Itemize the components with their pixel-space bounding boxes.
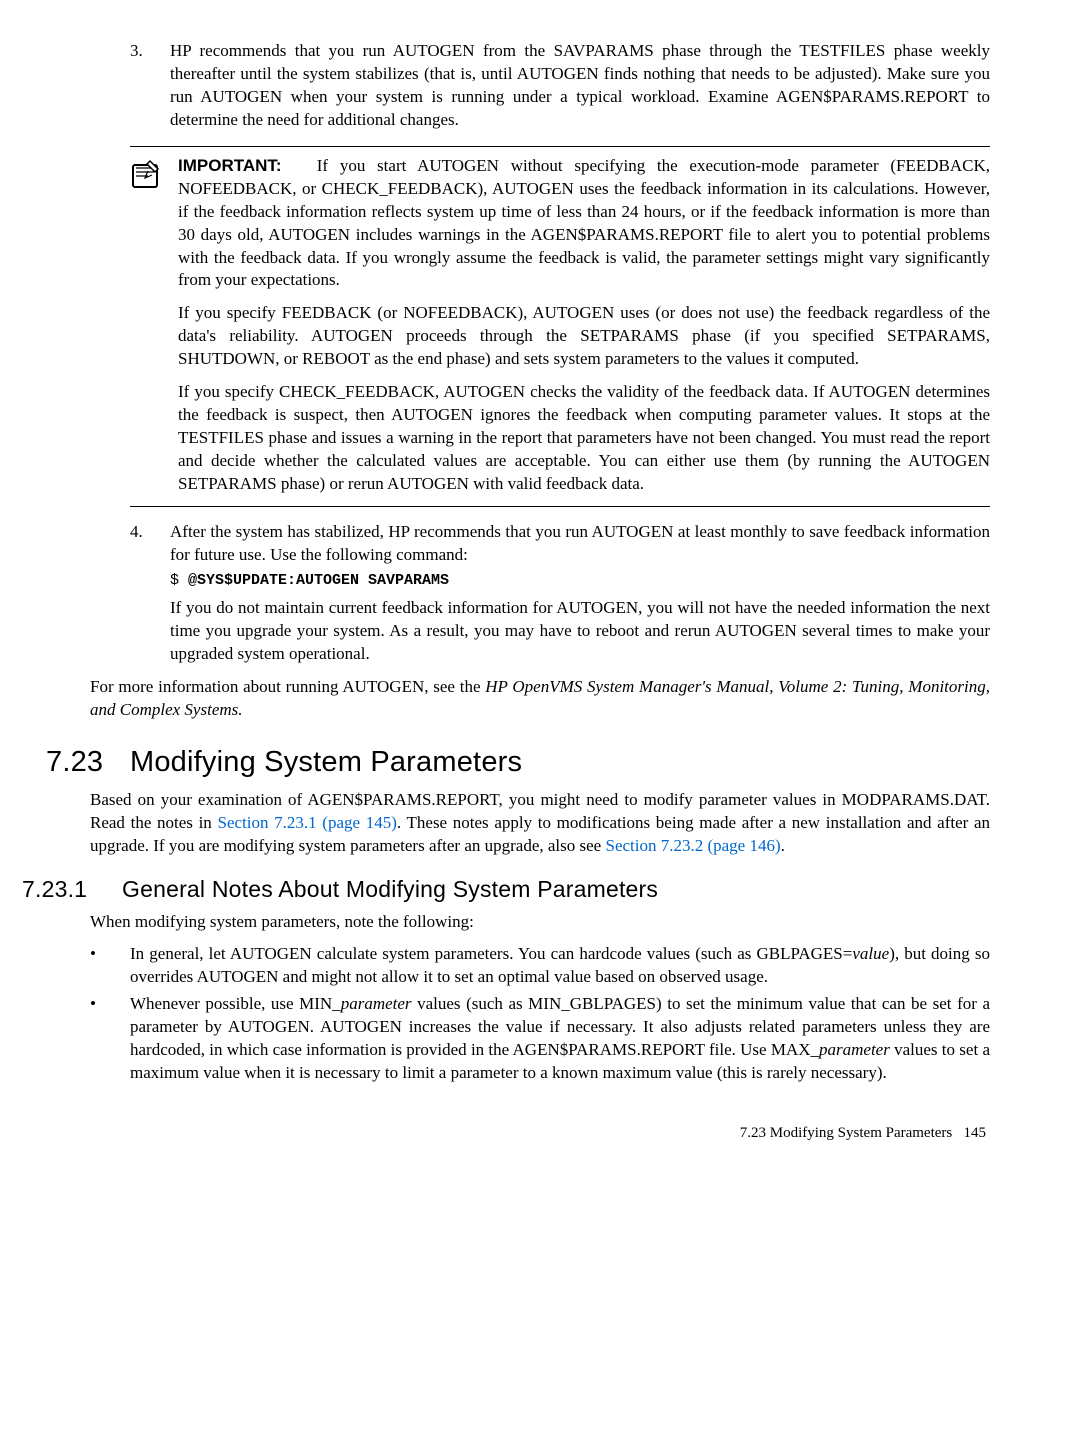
important-p1: IMPORTANT: If you start AUTOGEN without …	[178, 155, 990, 293]
link-7-23-1[interactable]: Section 7.23.1 (page 145)	[217, 813, 396, 832]
section-number: 7.23	[46, 746, 130, 779]
bullet-item-1: • In general, let AUTOGEN calculate syst…	[90, 943, 990, 989]
sec7231-intro: When modifying system parameters, note t…	[90, 911, 990, 934]
important-label: IMPORTANT:	[178, 156, 282, 175]
note-pin-icon	[130, 178, 164, 195]
code-command: @SYS$UPDATE:AUTOGEN SAVPARAMS	[188, 572, 449, 589]
bullet-marker: •	[90, 943, 130, 989]
list-body: After the system has stabilized, HP reco…	[170, 521, 990, 666]
subsection-title: General Notes About Modifying System Par…	[122, 876, 658, 902]
link-7-23-2[interactable]: Section 7.23.2 (page 146)	[605, 836, 780, 855]
list-number: 4.	[130, 521, 170, 666]
code-prompt: $	[170, 572, 188, 589]
b2b: parameter	[341, 994, 412, 1013]
page-content: 3. HP recommends that you run AUTOGEN fr…	[0, 0, 1080, 1182]
ordered-list: 3. HP recommends that you run AUTOGEN fr…	[130, 40, 990, 132]
list-body: HP recommends that you run AUTOGEN from …	[170, 40, 990, 132]
bullet-marker: •	[90, 993, 130, 1085]
ordered-list-cont: 4. After the system has stabilized, HP r…	[130, 521, 990, 666]
list4-p1: After the system has stabilized, HP reco…	[170, 521, 990, 567]
b1b: value	[852, 944, 889, 963]
subsection-number: 7.23.1	[22, 876, 122, 903]
important-block: IMPORTANT: If you start AUTOGEN without …	[130, 146, 990, 507]
bullet-item-2: • Whenever possible, use MIN_parameter v…	[90, 993, 990, 1085]
list-number: 3.	[130, 40, 170, 132]
section-heading-7-23: 7.23Modifying System Parameters	[46, 746, 990, 779]
important-body: IMPORTANT: If you start AUTOGEN without …	[178, 155, 990, 496]
list-item-3: 3. HP recommends that you run AUTOGEN fr…	[130, 40, 990, 132]
page-footer: 7.23 Modifying System Parameters 145	[90, 1125, 990, 1142]
closing-paragraph: For more information about running AUTOG…	[90, 676, 990, 722]
important-p1-text: If you start AUTOGEN without specifying …	[178, 156, 990, 290]
bullet-list: • In general, let AUTOGEN calculate syst…	[90, 943, 990, 1085]
important-p2: If you specify FEEDBACK (or NOFEEDBACK),…	[178, 302, 990, 371]
subsection-heading-7-23-1: 7.23.1General Notes About Modifying Syst…	[22, 876, 990, 903]
important-wrapper: IMPORTANT: If you start AUTOGEN without …	[130, 146, 990, 507]
important-icon-col	[130, 155, 178, 496]
bullet-text: In general, let AUTOGEN calculate system…	[130, 943, 990, 989]
closing-text-a: For more information about running AUTOG…	[90, 677, 485, 696]
b2d: parameter	[819, 1040, 890, 1059]
p1c: .	[781, 836, 785, 855]
list4-p2: If you do not maintain current feedback …	[170, 597, 990, 666]
footer-text: 7.23 Modifying System Parameters	[740, 1125, 952, 1141]
footer-page: 145	[964, 1125, 987, 1141]
important-p3: If you specify CHECK_FEEDBACK, AUTOGEN c…	[178, 381, 990, 496]
bullet-text: Whenever possible, use MIN_parameter val…	[130, 993, 990, 1085]
section-title: Modifying System Parameters	[130, 746, 522, 778]
list-item-4: 4. After the system has stabilized, HP r…	[130, 521, 990, 666]
sec723-p1: Based on your examination of AGEN$PARAMS…	[90, 789, 990, 858]
b2a: Whenever possible, use MIN_	[130, 994, 341, 1013]
code-line: $ @SYS$UPDATE:AUTOGEN SAVPARAMS	[170, 571, 990, 591]
b1a: In general, let AUTOGEN calculate system…	[130, 944, 852, 963]
